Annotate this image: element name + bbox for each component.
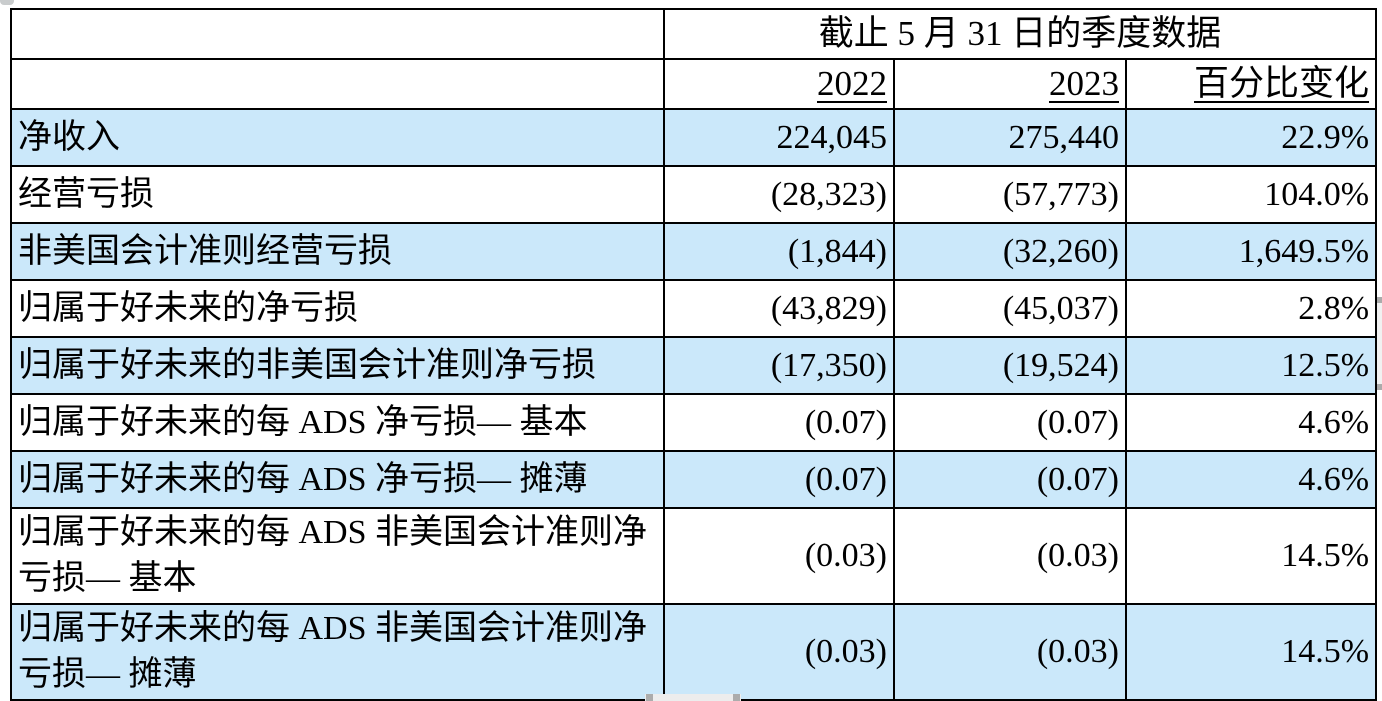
scrollbar-top-cap (1377, 297, 1382, 303)
pct-change: 1,649.5% (1124, 222, 1378, 281)
value-2023: (45,037) (893, 279, 1127, 338)
row-label: 归属于好未来的每 ADS 净亏损— 基本 (10, 393, 665, 452)
horizontal-scrollbar-thumb[interactable] (645, 694, 741, 701)
value-2022: 224,045 (663, 108, 895, 167)
value-2022: (28,323) (663, 165, 895, 224)
value-2022: (0.03) (663, 603, 895, 701)
pct-change: 4.6% (1124, 393, 1378, 452)
table-row: 归属于好未来的每 ADS 净亏损— 基本 (0.07) (0.07) 4.6% (10, 393, 1378, 452)
col-header-2022-label: 2022 (817, 64, 887, 103)
row-label: 归属于好未来的每 ADS 非美国会计准则净亏损— 基本 (10, 507, 665, 605)
value-2023: (0.07) (893, 393, 1127, 452)
value-2022: (1,844) (663, 222, 895, 281)
value-2023: (19,524) (893, 336, 1127, 395)
table-title: 截止 5 月 31 日的季度数据 (662, 8, 1378, 60)
table-row: 归属于好未来的每 ADS 非美国会计准则净亏损— 基本 (0.03) (0.03) 1… (10, 507, 1378, 605)
table-row: 净收入 224,045 275,440 22.9% (10, 108, 1378, 167)
col-header-2023-label: 2023 (1049, 64, 1119, 103)
pct-change: 2.8% (1124, 279, 1378, 338)
value-2023: (0.03) (893, 603, 1127, 701)
row-label: 净收入 (10, 108, 665, 167)
empty-corner-cell (10, 8, 665, 60)
empty-corner-cell (10, 58, 665, 110)
col-header-pct-change: 百分比变化 (1124, 58, 1378, 110)
value-2023: 275,440 (893, 108, 1127, 167)
row-label: 归属于好未来的非美国会计准则净亏损 (10, 336, 665, 395)
value-2022: (0.07) (663, 450, 895, 509)
scrollbar-left-cap (646, 694, 653, 701)
quarterly-financials-table: 截止 5 月 31 日的季度数据 2022 2023 百分比变化 净收入 224,… (10, 8, 1378, 701)
vertical-scrollbar-thumb[interactable] (1377, 297, 1382, 390)
col-header-2022: 2022 (663, 58, 895, 110)
table-title-row: 截止 5 月 31 日的季度数据 (10, 8, 1378, 60)
value-2022: (0.07) (663, 393, 895, 452)
scrollbar-bottom-cap (1377, 384, 1382, 390)
scrollbar-right-cap (733, 694, 740, 701)
table-row: 归属于好未来的每 ADS 净亏损— 摊薄 (0.07) (0.07) 4.6% (10, 450, 1378, 509)
col-header-pct-change-label: 百分比变化 (1194, 64, 1370, 103)
corner-scrollbar-artifact (0, 0, 14, 5)
table-row: 归属于好未来的非美国会计准则净亏损 (17,350) (19,524) 12.5% (10, 336, 1378, 395)
value-2022: (0.03) (663, 507, 895, 605)
col-header-2023: 2023 (893, 58, 1127, 110)
table-row: 归属于好未来的每 ADS 非美国会计准则净亏损— 摊薄 (0.03) (0.03) 1… (10, 603, 1378, 701)
pct-change: 22.9% (1124, 108, 1378, 167)
value-2023: (32,260) (893, 222, 1127, 281)
pct-change: 104.0% (1124, 165, 1378, 224)
row-label: 归属于好未来的每 ADS 净亏损— 摊薄 (10, 450, 665, 509)
pct-change: 12.5% (1124, 336, 1378, 395)
value-2023: (57,773) (893, 165, 1127, 224)
row-label: 非美国会计准则经营亏损 (10, 222, 665, 281)
column-headers-row: 2022 2023 百分比变化 (10, 58, 1378, 110)
value-2022: (17,350) (663, 336, 895, 395)
table-row: 非美国会计准则经营亏损 (1,844) (32,260) 1,649.5% (10, 222, 1378, 281)
value-2023: (0.07) (893, 450, 1127, 509)
value-2023: (0.03) (893, 507, 1127, 605)
value-2022: (43,829) (663, 279, 895, 338)
row-label: 经营亏损 (10, 165, 665, 224)
table-row: 经营亏损 (28,323) (57,773) 104.0% (10, 165, 1378, 224)
row-label: 归属于好未来的每 ADS 非美国会计准则净亏损— 摊薄 (10, 603, 665, 701)
pct-change: 14.5% (1124, 603, 1378, 701)
pct-change: 4.6% (1124, 450, 1378, 509)
pct-change: 14.5% (1124, 507, 1378, 605)
row-label: 归属于好未来的净亏损 (10, 279, 665, 338)
table-row: 归属于好未来的净亏损 (43,829) (45,037) 2.8% (10, 279, 1378, 338)
